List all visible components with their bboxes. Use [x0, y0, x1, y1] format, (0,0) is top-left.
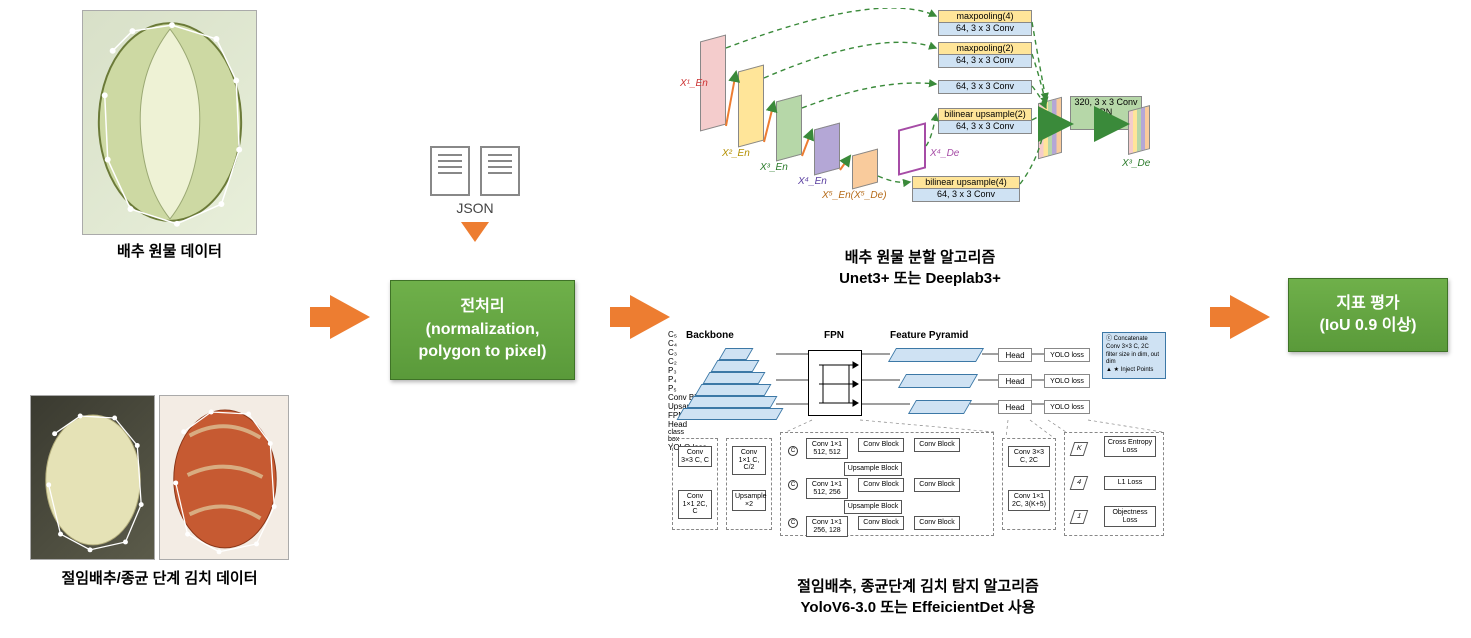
yolo-loss-1: YOLO loss [1044, 348, 1090, 362]
unet-op0-bot: 64, 3 x 3 Conv [938, 22, 1032, 36]
fpn-cb4: Conv Block [914, 478, 960, 492]
conv11-2c: Conv 1×1 2C, C [678, 490, 712, 519]
unet-block: X¹_En X²_En X³_En X⁴_En X⁵_En(X⁵_De) X⁴_… [680, 8, 1160, 289]
unet-op3-bot: 64, 3 x 3 Conv [938, 120, 1032, 134]
json-label: JSON [415, 200, 535, 216]
document-icon [430, 146, 470, 196]
yolo-legend: ⓒ Concatenate Conv 3×3 C, 2C filter size… [1102, 332, 1166, 379]
input-top-block: 배추 원물 데이터 [82, 10, 257, 262]
unet-schematic: X¹_En X²_En X³_En X⁴_En X⁵_En(X⁵_De) X⁴_… [680, 8, 1160, 243]
yolo-caption: 절임배추, 종균단계 김치 탐지 알고리즘 YoloV6-3.0 또는 Effe… [668, 576, 1168, 618]
unet-op4-bot: 64, 3 x 3 Conv [912, 188, 1020, 202]
unet-enc3-label: X³_En [760, 162, 788, 173]
eval-line2: (IoU 0.9 이상) [1319, 315, 1416, 337]
preprocess-line1: 전처리 [460, 296, 504, 318]
document-icon [480, 146, 520, 196]
arrow-input-to-preprocess [330, 295, 370, 339]
yolo-schematic: Backbone FPN Feature Pyramid C₅ C₄ C₃ C₂ [668, 330, 1168, 570]
json-block: JSON [415, 146, 535, 242]
upsample-x2: Upsample ×2 [732, 490, 766, 511]
fpn-cb3: Conv Block [858, 478, 904, 492]
ce-loss: Cross Entropy Loss [1104, 436, 1156, 457]
preprocess-box: 전처리 (normalization, polygon to pixel) [390, 280, 575, 380]
yolo-sec-backbone: Backbone [686, 330, 734, 341]
salted-cabbage-image [30, 395, 155, 560]
yolo-head-2: Head [998, 374, 1032, 388]
unet-op2-bot: 64, 3 x 3 Conv [938, 80, 1032, 94]
arrow-json-down [461, 222, 489, 242]
unet-enc1-label: X¹_En [680, 78, 708, 89]
head-detail-label: Head [668, 420, 1168, 429]
fpn-cb2: Conv Block [914, 438, 960, 452]
yolo-block: Backbone FPN Feature Pyramid C₅ C₄ C₃ C₂ [668, 330, 1168, 618]
fpn-cb1: Conv Block [858, 438, 904, 452]
unet-dec4-label: X⁴_De [930, 148, 959, 159]
cabbage-raw-image [82, 10, 257, 235]
fpn-c256: Conv 1×1 512, 256 [806, 478, 848, 499]
input-top-caption: 배추 원물 데이터 [82, 241, 257, 262]
input-bottom-block: 절임배추/종균 단계 김치 데이터 [30, 395, 289, 589]
unet-enc2-label: X²_En [722, 148, 750, 159]
yolo-loss-3: YOLO loss [1044, 400, 1090, 414]
fpn-cb5: Conv Block [858, 516, 904, 530]
fpn-cb6: Conv Block [914, 516, 960, 530]
conv11-half: Conv 1×1 C, C/2 [732, 446, 766, 475]
kimchi-image [159, 395, 289, 560]
conv33: Conv 3×3 C, C [678, 446, 712, 467]
fpn-c128: Conv 1×1 256, 128 [806, 516, 848, 537]
eval-box: 지표 평가 (IoU 0.9 이상) [1288, 278, 1448, 352]
arrow-models-to-eval [1230, 295, 1270, 339]
unet-enc5-label: X⁵_En(X⁵_De) [822, 190, 887, 201]
obj-loss: Objectness Loss [1104, 506, 1156, 527]
fpn-ub2: Upsample Block [844, 500, 902, 514]
preprocess-line3: polygon to pixel) [419, 341, 547, 363]
fpn-ub1: Upsample Block [844, 462, 902, 476]
unet-output-label: X³_De [1122, 158, 1150, 169]
unet-enc4-label: X⁴_En [798, 176, 827, 187]
yolo-head-3: Head [998, 400, 1032, 414]
preprocess-line2: (normalization, [426, 319, 540, 341]
head-conv11-3k: Conv 1×1 2C, 3(K+5) [1008, 490, 1050, 511]
yolo-sec-fp: Feature Pyramid [890, 330, 968, 341]
l1-loss: L1 Loss [1104, 476, 1156, 490]
yolo-sec-fpn: FPN [824, 330, 844, 341]
fpn-c512: Conv 1×1 512, 512 [806, 438, 848, 459]
head-conv33-2c: Conv 3×3 C, 2C [1008, 446, 1050, 467]
unet-op1-bot: 64, 3 x 3 Conv [938, 54, 1032, 68]
unet-caption: 배추 원물 분할 알고리즘 Unet3+ 또는 Deeplab3+ [680, 247, 1160, 289]
eval-line1: 지표 평가 [1336, 293, 1399, 315]
yolo-head-1: Head [998, 348, 1032, 362]
input-bottom-caption: 절임배추/종균 단계 김치 데이터 [30, 568, 289, 589]
arrow-preprocess-to-models [630, 295, 670, 339]
yolo-loss-2: YOLO loss [1044, 374, 1090, 388]
